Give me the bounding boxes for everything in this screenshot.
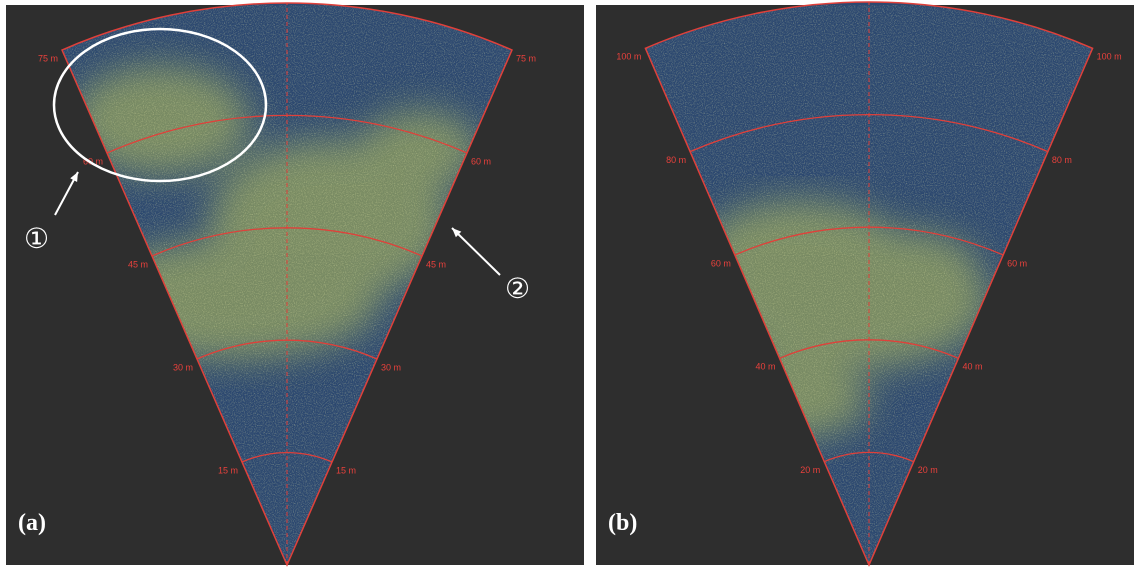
range-label: 45 m bbox=[426, 259, 446, 269]
panel-label: (a) bbox=[18, 510, 46, 536]
range-label: 40 m bbox=[756, 362, 776, 372]
range-label: 15 m bbox=[218, 465, 238, 475]
range-label: 80 m bbox=[1052, 155, 1072, 165]
figure: 15 m 15 m 30 m 30 m 45 m 45 m 60 m 60 m 75 m 75 m… bbox=[0, 0, 1140, 567]
range-label: 60 m bbox=[711, 258, 731, 268]
range-label: 30 m bbox=[381, 362, 401, 372]
range-label: 15 m bbox=[336, 465, 356, 475]
range-label: 60 m bbox=[471, 156, 491, 166]
range-label: 30 m bbox=[173, 362, 193, 372]
annotation: ① bbox=[24, 222, 49, 255]
range-label: 45 m bbox=[128, 259, 148, 269]
range-label: 80 m bbox=[666, 155, 686, 165]
range-label: 20 m bbox=[800, 465, 820, 475]
range-label: 40 m bbox=[962, 362, 982, 372]
range-label: 60 m bbox=[1007, 258, 1027, 268]
page: 15 m 15 m 30 m 30 m 45 m 45 m 60 m 60 m 75 m 75 m… bbox=[0, 0, 1140, 567]
range-label: 100 m bbox=[1097, 52, 1122, 62]
range-label: 75 m bbox=[38, 53, 58, 63]
range-label: 20 m bbox=[918, 465, 938, 475]
range-label: 100 m bbox=[616, 52, 641, 62]
panel-label: (b) bbox=[608, 510, 637, 536]
range-label: 75 m bbox=[516, 53, 536, 63]
annotation: ② bbox=[505, 272, 530, 305]
